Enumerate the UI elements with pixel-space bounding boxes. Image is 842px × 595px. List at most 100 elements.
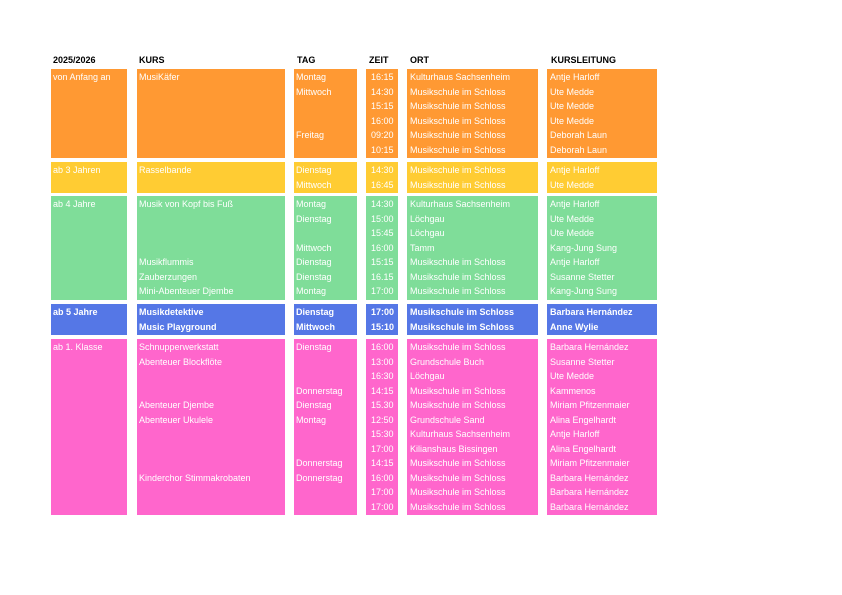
row-place: Musikschule im Schloss — [410, 130, 506, 140]
row-teacher: Kammenos — [550, 385, 596, 396]
row-time: 16:00 — [371, 342, 394, 352]
row-day: Mittwoch — [296, 321, 335, 332]
row-day: Montag — [296, 72, 327, 82]
group-ab5-time-cell: 17:00 15:10 — [366, 304, 398, 335]
row-place: Musikschule im Schloss — [410, 307, 515, 317]
row-course: Musikflummis — [139, 257, 194, 267]
group-klasse1-age-cell: ab 1. Klasse — [51, 339, 127, 515]
row-time: 14:30 — [371, 165, 394, 175]
row-teacher: Ute Medde — [550, 86, 595, 97]
row-teacher: Miriam Pfitzenmaier — [550, 400, 630, 410]
row-course: Music Playground — [139, 321, 217, 332]
header-teacher: KURSLEITUNG — [551, 55, 616, 65]
row-time: 12:50 — [371, 414, 394, 425]
row-teacher: Antje Harloff — [550, 199, 600, 209]
row-place: Musikschule im Schloss — [410, 400, 506, 410]
row-place: Kulturhaus Sachsenheim — [410, 199, 511, 209]
row-time: 17:00 — [371, 501, 394, 512]
row-place: Tamm — [410, 242, 435, 253]
row-place: Musikschule im Schloss — [410, 385, 506, 396]
row-teacher: Ute Medde — [550, 213, 595, 224]
row-place: Musikschule im Schloss — [410, 86, 506, 97]
row-teacher: Ute Medde — [550, 101, 595, 111]
row-teacher: Ute Medde — [550, 179, 595, 190]
group-ab4-age-cell: ab 4 Jahre — [51, 196, 127, 300]
group-age-label: von Anfang an — [53, 72, 111, 82]
group-age-label: ab 4 Jahre — [53, 199, 96, 209]
group-klasse1-time-cell: 16:00 13:00 16:30 14:15 15.30 12:50 15:30 17:00… — [366, 339, 398, 515]
group-age-label: ab 3 Jahren — [53, 165, 101, 175]
row-teacher: Barbara Hernández — [550, 487, 629, 497]
row-place: Löchgau — [410, 371, 445, 381]
row-place: Musikschule im Schloss — [410, 257, 506, 267]
group-ab4-time-cell: 14:30 15:00 15:45 16:00 15:15 16.15 17:00 — [366, 196, 398, 300]
row-teacher: Barbara Hernández — [550, 501, 629, 512]
group-ab3-teacher-cell: Antje Harloff Ute Medde — [547, 162, 657, 193]
row-time: 09:20 — [371, 130, 394, 140]
row-time: 14:30 — [371, 86, 394, 97]
row-time: 15:00 — [371, 213, 394, 224]
row-course: Mini-Abenteuer Djembe — [139, 286, 234, 296]
row-day: Dienstag — [296, 307, 335, 317]
row-time: 16:00 — [371, 242, 394, 253]
row-day: Dienstag — [296, 213, 332, 224]
header-year: 2025/2026 — [53, 55, 96, 65]
row-course: Musik von Kopf bis Fuß — [139, 199, 234, 209]
row-place: Musikschule im Schloss — [410, 271, 506, 282]
row-teacher: Barbara Hernández — [550, 342, 629, 352]
row-place: Musikschule im Schloss — [410, 342, 506, 352]
row-time: 16:00 — [371, 472, 394, 483]
row-place: Musikschule im Schloss — [410, 179, 506, 190]
row-teacher: Ute Medde — [550, 228, 595, 238]
row-place: Musikschule im Schloss — [410, 115, 506, 126]
group-anfang-teacher-cell: Antje Harloff Ute Medde Ute Medde Ute Medde… — [547, 69, 657, 158]
group-anfang-time-cell: 16:15 14:30 15:15 16:00 09:20 10:15 — [366, 69, 398, 158]
row-time: 16:00 — [371, 115, 394, 126]
row-day: Montag — [296, 286, 327, 296]
group-age-label: ab 1. Klasse — [53, 342, 103, 352]
row-day: Mittwoch — [296, 179, 332, 190]
row-course: MusiKäfer — [139, 72, 180, 82]
group-anfang-age-cell: von Anfang an — [51, 69, 127, 158]
row-day: Freitag — [296, 130, 325, 140]
group-anfang-day-cell: Montag Mittwoch Freitag — [294, 69, 357, 158]
group-klasse1-teacher-cell: Barbara Hernández Susanne Stetter Ute Medd… — [547, 339, 657, 515]
row-time: 16:45 — [371, 179, 394, 190]
row-teacher: Ute Medde — [550, 371, 595, 381]
row-place: Musikschule im Schloss — [410, 487, 506, 497]
header-time: ZEIT — [369, 55, 389, 65]
row-time: 14:30 — [371, 199, 394, 209]
row-time: 14:15 — [371, 385, 394, 396]
group-ab5-place-cell: Musikschule im Schloss Musikschule im Sch… — [407, 304, 538, 335]
row-teacher: Deborah Laun — [550, 130, 608, 140]
group-ab3-place-cell: Musikschule im Schloss Musikschule im Sch… — [407, 162, 538, 193]
header-place: ORT — [410, 55, 429, 65]
row-time: 15:10 — [371, 321, 395, 332]
group-ab5-course-cell: Musikdetektive Music Playground — [137, 304, 285, 335]
row-place: Musikschule im Schloss — [410, 165, 506, 175]
row-teacher: Deborah Laun — [550, 144, 608, 155]
group-klasse1-course-cell: Schnupperwerkstatt Abenteuer Blockflöte Ab… — [137, 339, 285, 515]
row-day: Mittwoch — [296, 86, 332, 97]
row-teacher: Alina Engelhardt — [550, 443, 617, 454]
row-day: Donnerstag — [296, 458, 343, 468]
group-ab5-day-cell: Dienstag Mittwoch — [294, 304, 357, 335]
row-teacher: Antje Harloff — [550, 72, 600, 82]
row-place: Musikschule im Schloss — [410, 286, 506, 296]
row-place: Musikschule im Schloss — [410, 144, 506, 155]
row-time: 15:15 — [371, 257, 394, 267]
header-course: KURS — [139, 55, 165, 65]
row-teacher: Susanne Stetter — [550, 271, 615, 282]
row-day: Montag — [296, 199, 327, 209]
row-place: Grundschule Sand — [410, 414, 485, 425]
row-teacher: Kang-Jung Sung — [550, 286, 618, 296]
row-time: 17:00 — [371, 443, 394, 454]
group-klasse1-day-cell: Dienstag Donnerstag Dienstag Montag Donnerst… — [294, 339, 357, 515]
row-teacher: Barbara Hernández — [550, 472, 629, 483]
row-teacher: Anne Wylie — [550, 321, 599, 332]
row-teacher: Antje Harloff — [550, 165, 600, 175]
row-teacher: Miriam Pfitzenmaier — [550, 458, 630, 468]
row-course: Abenteuer Blockflöte — [139, 356, 223, 367]
row-teacher: Susanne Stetter — [550, 356, 615, 367]
